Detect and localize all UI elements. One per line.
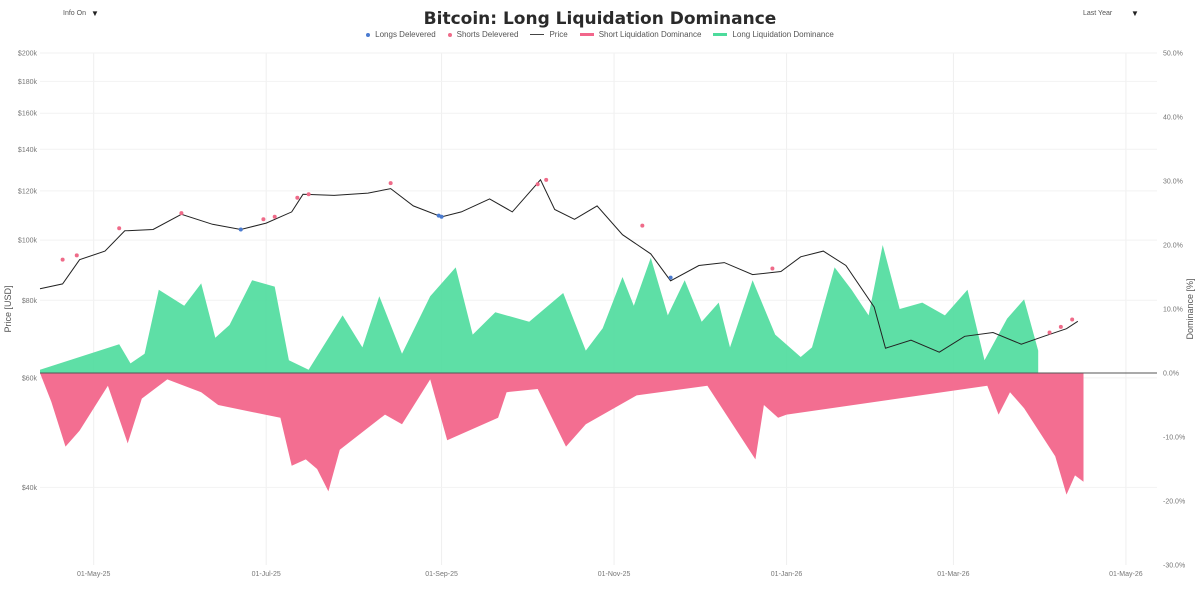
legend-item-short-liquidation-dominance[interactable]: Short Liquidation Dominance bbox=[579, 30, 702, 39]
y-right-tick-label: 0.0% bbox=[1163, 371, 1179, 378]
legend-label: Longs Delevered bbox=[375, 30, 436, 39]
long-liquidation-area bbox=[40, 245, 1039, 373]
y-right-tick-label: -20.0% bbox=[1163, 499, 1185, 506]
legend-swatch bbox=[366, 32, 371, 37]
legend: Longs Delevered Shorts Delevered Price S… bbox=[0, 30, 1200, 39]
y-left-axis-title: Price [USD] bbox=[3, 285, 13, 332]
legend-item-longs-delevered[interactable]: Longs Delevered bbox=[366, 30, 436, 39]
y-left-tick-label: $60k bbox=[22, 375, 38, 382]
y-left-tick-label: $160k bbox=[18, 111, 38, 118]
info-dropdown-label: Info On bbox=[63, 10, 86, 17]
price-series bbox=[39, 178, 1079, 353]
shorts-delevered-point bbox=[770, 266, 775, 271]
shorts-delevered-point bbox=[1070, 317, 1075, 322]
y-right-tick-label: 10.0% bbox=[1163, 307, 1183, 314]
y-left-tick-label: $100k bbox=[18, 238, 38, 245]
y-left-tick-label: $40k bbox=[22, 485, 38, 492]
legend-swatch bbox=[713, 33, 728, 36]
y-left-tick-label: $180k bbox=[18, 79, 38, 86]
shorts-delevered-point bbox=[640, 223, 645, 228]
delever-markers bbox=[60, 177, 1075, 335]
legend-item-long-liquidation-dominance[interactable]: Long Liquidation Dominance bbox=[713, 30, 834, 39]
chevron-down-icon: ▼ bbox=[91, 9, 99, 18]
shorts-delevered-point bbox=[117, 226, 122, 231]
dominance-areas bbox=[40, 245, 1084, 495]
longs-delevered-point bbox=[439, 214, 444, 219]
legend-label: Long Liquidation Dominance bbox=[732, 30, 834, 39]
chevron-down-icon: ▼ bbox=[1131, 9, 1139, 18]
legend-label: Short Liquidation Dominance bbox=[598, 30, 702, 39]
longs-delevered-point bbox=[668, 275, 673, 280]
y-right-axis-title: Dominance [%] bbox=[1185, 278, 1195, 339]
x-tick-label: 01-Jul-25 bbox=[252, 571, 281, 578]
legend-swatch bbox=[579, 33, 594, 36]
y-left-tick-label: $120k bbox=[18, 188, 38, 195]
x-tick-label: 01-Sep-25 bbox=[425, 571, 458, 578]
shorts-delevered-point bbox=[295, 195, 300, 200]
legend-item-shorts-delevered[interactable]: Shorts Delevered bbox=[447, 30, 519, 39]
shorts-delevered-point bbox=[544, 177, 549, 182]
shorts-delevered-point bbox=[272, 214, 277, 219]
y-right-tick-label: 40.0% bbox=[1163, 115, 1183, 122]
shorts-delevered-point bbox=[1058, 324, 1063, 329]
info-dropdown[interactable]: Info On ▼ bbox=[63, 9, 99, 18]
y-right-tick-label: -30.0% bbox=[1163, 563, 1185, 570]
x-tick-label: 01-Mar-26 bbox=[937, 571, 969, 578]
chart-title: Bitcoin: Long Liquidation Dominance bbox=[423, 9, 777, 29]
y-right-tick-label: -10.0% bbox=[1163, 435, 1185, 442]
short-liquidation-area bbox=[40, 373, 1084, 495]
y-right-tick-label: 50.0% bbox=[1163, 51, 1183, 58]
range-dropdown-label: Last Year bbox=[1083, 10, 1113, 17]
legend-item-price[interactable]: Price bbox=[530, 30, 568, 39]
shorts-delevered-point bbox=[535, 182, 540, 187]
y-right-tick-label: 30.0% bbox=[1163, 179, 1183, 186]
shorts-delevered-point bbox=[388, 181, 393, 186]
y-left-tick-label: $140k bbox=[18, 147, 38, 154]
longs-delevered-point bbox=[238, 227, 243, 232]
shorts-delevered-point bbox=[261, 217, 266, 222]
shorts-delevered-point bbox=[179, 211, 184, 216]
x-tick-label: 01-Nov-25 bbox=[598, 571, 631, 578]
shorts-delevered-point bbox=[60, 257, 65, 262]
legend-label: Price bbox=[549, 30, 568, 39]
y-left-tick-label: $200k bbox=[18, 51, 38, 58]
x-tick-label: 01-Jan-26 bbox=[771, 571, 803, 578]
shorts-delevered-point bbox=[306, 192, 311, 197]
legend-swatch bbox=[447, 32, 452, 37]
legend-label: Shorts Delevered bbox=[456, 30, 519, 39]
x-tick-label: 01-May-26 bbox=[1109, 571, 1143, 578]
shorts-delevered-point bbox=[1047, 330, 1052, 335]
gridlines bbox=[40, 52, 1157, 565]
legend-swatch bbox=[530, 34, 545, 35]
y-left-tick-label: $80k bbox=[22, 298, 38, 305]
shorts-delevered-point bbox=[74, 253, 79, 258]
range-dropdown[interactable]: Last Year ▼ bbox=[1083, 9, 1139, 18]
y-right-tick-label: 20.0% bbox=[1163, 243, 1183, 250]
x-tick-label: 01-May-25 bbox=[77, 571, 111, 578]
price-line bbox=[39, 178, 1079, 353]
axes: 01-May-25 01-Jul-25 01-Sep-25 01-Nov-25 01-J… bbox=[3, 51, 1195, 579]
